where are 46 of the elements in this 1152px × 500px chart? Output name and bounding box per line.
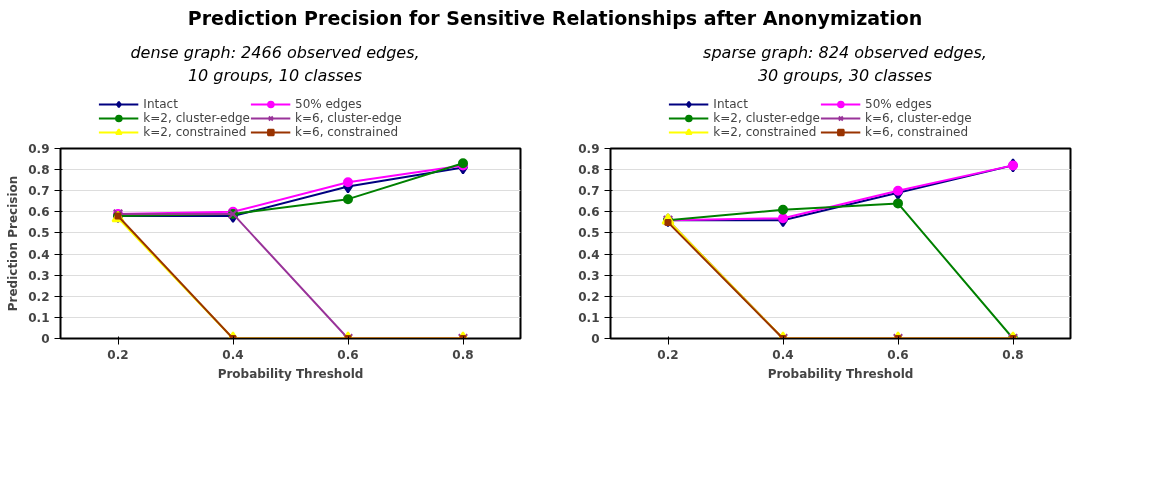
- chart-title: Prediction Precision for Sensitive Relationships after Anonymization: [187, 6, 923, 31]
- x-tick-label: 0.2: [107, 347, 129, 362]
- y-tick-label: 0.6: [578, 205, 600, 220]
- legend-label: k=2, cluster-edge: [143, 110, 250, 125]
- y-tick-label: 0.5: [578, 226, 600, 241]
- legend-label: k=6, constrained: [865, 124, 968, 139]
- legend-label: 50% edges: [295, 96, 362, 111]
- x-axis-title: Probability Threshold: [217, 366, 364, 381]
- y-tick-label: 0.2: [578, 289, 600, 304]
- y-tick-label: 0.9: [28, 141, 50, 156]
- y-tick-label: 0.3: [28, 268, 50, 283]
- legend-label: k=6, cluster-edge: [295, 110, 402, 125]
- legend-label: k=6, constrained: [295, 124, 398, 139]
- x-axis-title: Probability Threshold: [767, 366, 914, 381]
- y-tick-label: 0.4: [28, 247, 50, 262]
- x-tick-label: 0.8: [452, 347, 474, 362]
- x-tick-label: 0.6: [337, 347, 359, 362]
- legend-label: k=2, constrained: [713, 124, 817, 139]
- legend-label: 50% edges: [865, 96, 932, 111]
- legend-label: k=2, cluster-edge: [713, 110, 820, 125]
- y-tick-label: 0.4: [578, 247, 600, 262]
- y-tick-label: 0.5: [28, 226, 50, 241]
- chart-subtitle: sparse graph: 824 observed edges, 30 groups, 30 classes: [703, 42, 987, 87]
- y-tick-label: 0.6: [28, 205, 50, 220]
- x-tick-label: 0.4: [222, 347, 244, 362]
- y-tick-label: 0.3: [578, 268, 600, 283]
- y-tick-label: 0.9: [578, 141, 600, 156]
- y-tick-label: 0.8: [28, 162, 50, 177]
- y-tick-label: 0.1: [28, 310, 50, 325]
- y-tick-label: 0.2: [28, 289, 50, 304]
- x-tick-label: 0.6: [887, 347, 909, 362]
- x-tick-label: 0.2: [657, 347, 679, 362]
- legend-label: k=6, cluster-edge: [865, 110, 972, 125]
- y-tick-label: 0.8: [578, 162, 600, 177]
- y-tick-label: 0: [41, 331, 50, 346]
- x-tick-label: 0.8: [1002, 347, 1024, 362]
- legend-label: Intact: [713, 96, 748, 111]
- legend-label: k=2, constrained: [143, 124, 247, 139]
- y-tick-label: 0.7: [578, 184, 600, 199]
- x-tick-label: 0.4: [772, 347, 794, 362]
- y-axis-title: Prediction Precision: [6, 175, 21, 312]
- y-tick-label: 0: [591, 331, 600, 346]
- chart-subtitle: dense graph: 2466 observed edges, 10 groups, 10 classes: [130, 42, 420, 87]
- legend-label: Intact: [143, 96, 178, 111]
- y-tick-label: 0.7: [28, 184, 50, 199]
- y-tick-label: 0.1: [578, 310, 600, 325]
